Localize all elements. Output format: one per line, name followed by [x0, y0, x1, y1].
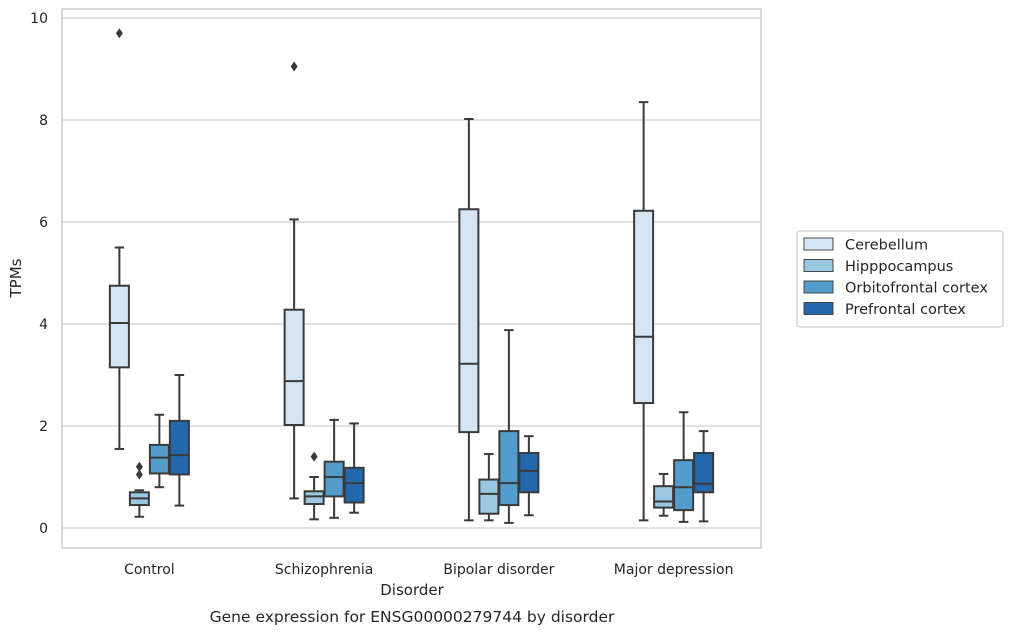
chart-caption: Gene expression for ENSG00000279744 by d…: [210, 608, 615, 626]
box-iqr: [303, 490, 325, 506]
x-tick-label: Control: [124, 562, 175, 578]
box-hipppocampus: [478, 453, 500, 522]
outlier-point: [115, 28, 123, 39]
boxes: [108, 28, 715, 524]
box-iqr: [673, 459, 695, 512]
box-cerebellum: [458, 117, 480, 522]
y-tick-label: 0: [39, 521, 48, 537]
box-iqr: [458, 208, 480, 434]
y-tick-labels: 0 2 4 6 8 10: [30, 11, 48, 537]
legend-label: Orbitofrontal cortex: [845, 281, 988, 297]
box-iqr: [693, 452, 715, 494]
box-iqr: [283, 308, 305, 426]
y-tick-label: 6: [39, 215, 48, 231]
y-tick-label: 8: [39, 113, 48, 129]
box-orbitofrontal-cortex: [498, 329, 520, 524]
legend-label: Prefrontal cortex: [845, 302, 966, 318]
y-axis-label: TPMs: [7, 258, 25, 298]
box-iqr: [323, 460, 345, 498]
box-iqr: [633, 209, 655, 405]
box-prefrontal-cortex: [343, 422, 365, 514]
y-tick-label: 2: [39, 419, 48, 435]
legend: Cerebellum Hipppocampus Orbitofrontal cort…: [796, 230, 1004, 328]
plot-frame: [61, 8, 762, 549]
legend-swatch: [803, 259, 834, 272]
box-cerebellum: [633, 101, 655, 522]
box-prefrontal-cortex: [168, 374, 190, 507]
box-cerebellum: [283, 61, 305, 500]
y-tick-label: 4: [39, 317, 48, 333]
box-iqr: [168, 419, 190, 476]
x-tick-labels: Control Schizophrenia Bipolar disorder Majo…: [124, 562, 733, 578]
legend-swatch: [803, 280, 834, 294]
box-iqr: [343, 466, 365, 504]
box-cerebellum: [108, 28, 130, 450]
box-hipppocampus: [128, 461, 150, 518]
box-prefrontal-cortex: [693, 430, 715, 523]
outlier-point: [310, 451, 318, 462]
box-hipppocampus: [303, 451, 325, 521]
outlier-point: [135, 469, 143, 480]
box-iqr: [478, 478, 500, 515]
legend-label: Hipppocampus: [845, 259, 953, 275]
x-tick-label: Bipolar disorder: [443, 562, 554, 578]
x-tick-label: Major depression: [614, 562, 734, 578]
box-iqr: [653, 485, 675, 509]
box-iqr: [148, 443, 170, 475]
x-tick-label: Schizophrenia: [275, 562, 373, 578]
legend-frame: [796, 230, 1004, 328]
outlier-point: [135, 461, 143, 472]
box-iqr: [518, 452, 540, 494]
y-tick-label: 10: [30, 11, 48, 27]
box-iqr: [108, 284, 130, 369]
box-hipppocampus: [653, 472, 675, 517]
x-axis-label: Disorder: [380, 581, 444, 599]
box-prefrontal-cortex: [518, 435, 540, 517]
box-orbitofrontal-cortex: [673, 411, 695, 523]
box-iqr: [498, 430, 520, 507]
outlier-point: [290, 61, 298, 72]
legend-swatch: [803, 237, 834, 251]
legend-label: Cerebellum: [845, 238, 928, 254]
legend-swatch: [803, 302, 834, 315]
